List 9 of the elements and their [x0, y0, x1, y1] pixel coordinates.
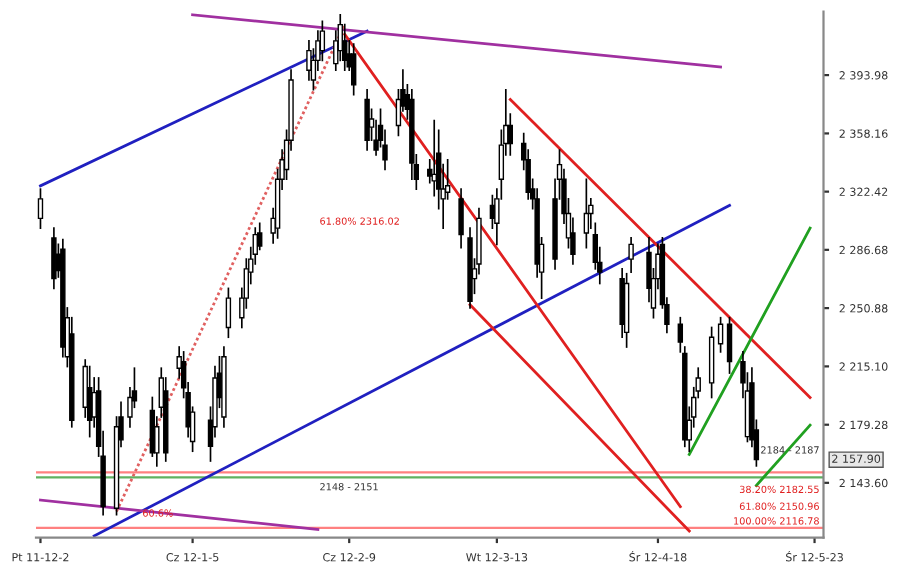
candlestick — [350, 43, 357, 96]
candlestick — [717, 316, 724, 353]
candlestick — [708, 326, 715, 399]
candlestick — [458, 188, 464, 249]
candlestick — [726, 316, 733, 374]
candlestick — [583, 178, 590, 249]
candlestick — [37, 188, 44, 229]
candlestick — [628, 237, 634, 273]
candlestick — [225, 287, 232, 339]
